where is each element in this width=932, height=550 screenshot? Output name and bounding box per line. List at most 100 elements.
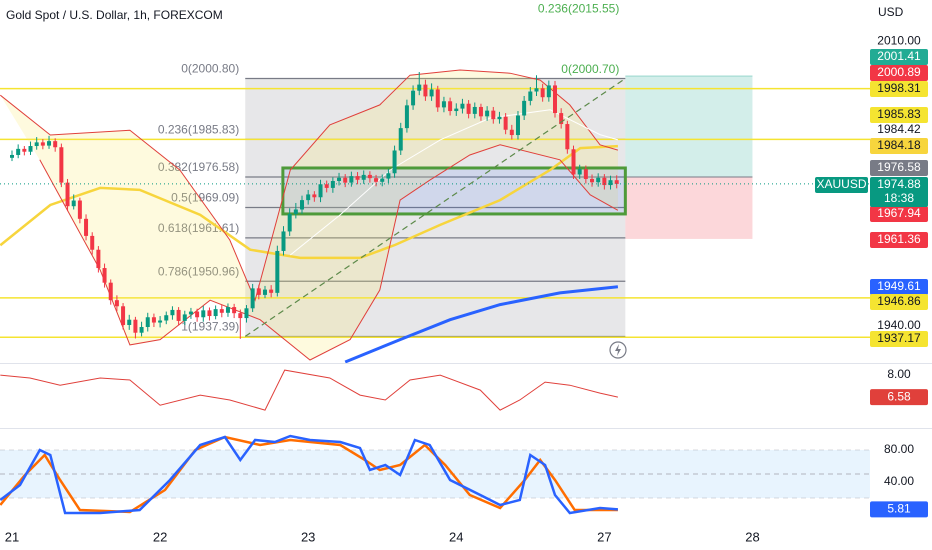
candle-body [571,149,576,175]
candle-body [596,177,601,183]
fib-label: 0.5(1969.09) [171,191,239,205]
candle-body [84,218,89,236]
candle-body [374,178,379,182]
candle-body [324,184,329,188]
price-badge-label: 1967.94 [877,206,921,220]
stoch-line [0,434,618,515]
candle-body [201,310,206,318]
candle-body [355,176,360,180]
position-profit [625,76,753,178]
plot-layer: 0(2000.80) 0.236(1985.83) 0.382(1976.58) 0.… [0,2,870,515]
price-badge [870,279,928,295]
indicator-line [39,144,619,361]
candle-body [349,176,354,183]
candle-body [127,319,132,325]
candle-body [232,307,237,314]
y-tick-label: 2010.00 [877,33,921,47]
price-badge-label: 1984.42 [877,122,921,136]
price-badge-label: 1998.31 [877,81,921,95]
price-badge-label: 1961.36 [877,232,921,246]
candle-body [225,307,230,313]
candle-body [423,84,428,97]
candle-body [386,173,391,179]
candle-body [522,100,527,116]
chart-title: Gold Spot / U.S. Dollar, 1h, FOREXCOM [6,8,223,22]
fib-label: 0(2000.80) [181,62,239,76]
candle-body [207,310,212,317]
price-badge-label: 1949.61 [877,279,921,293]
fib-trend-line [244,78,626,337]
candle-body [466,103,471,114]
price-badge-label: 1985.83 [877,107,921,121]
price-badge [870,389,928,406]
x-tick-label: 27 [597,529,611,544]
candle-body [503,116,508,130]
candle-body [40,142,45,146]
countdown-label: 18:38 [884,191,914,205]
candle-body [59,147,64,183]
candle-body [441,101,446,108]
stoch-line [0,435,618,514]
currency: USD [878,5,904,19]
price-badge [870,107,928,123]
candle-body [411,90,416,106]
price-badge-label: 2001.41 [877,49,921,63]
candle-body [367,174,372,179]
candle-body [583,169,588,179]
last-price-label: 1974.88 [877,177,921,191]
price-badge [870,138,928,154]
replay-icon[interactable] [609,341,627,359]
candle-body [306,194,311,201]
candle-body [577,169,582,175]
candle-body [534,88,539,92]
candle-body [472,106,477,114]
candle-body [65,182,70,207]
candle-body [170,309,175,316]
x-tick-label: 24 [449,529,463,544]
price-badge [870,331,928,347]
candle-body [398,128,403,151]
position-loss [625,177,753,239]
candle-body [343,177,348,183]
candle-body [133,319,138,333]
candle-body [275,250,280,293]
candle-body [546,85,551,98]
x-tick-label: 22 [153,529,167,544]
x-tick-label: 21 [5,529,19,544]
fib-label: 0.236(1985.83) [158,123,239,137]
candle-body [244,308,249,319]
candle-body [509,129,514,136]
last-price-badge [870,177,928,207]
candle-body [614,180,619,184]
candle-body [71,200,76,207]
fib-label: 0.382(1976.58) [158,160,239,174]
y-tick-label: 1940.00 [877,318,921,332]
candle-body [565,124,570,150]
candle-body [53,141,58,148]
candle-body [435,89,440,108]
candle-body [219,309,224,313]
candle-body [139,327,144,333]
candle-body [176,309,181,321]
price-badge [870,65,928,81]
price-badge-label: 5.81 [887,502,911,516]
y-tick-label: 8.00 [887,367,911,381]
candle-body [337,177,342,181]
candle-body [318,184,323,198]
candle-body [392,150,397,174]
candle-body [10,154,15,158]
price-badge-label: 1937.17 [877,331,921,345]
candle-body [47,141,52,146]
range-box [281,166,627,216]
candle-body [213,309,218,317]
candle-body [256,288,261,295]
price-badge [870,81,928,97]
candle-body [121,306,126,325]
candle-body [454,108,459,112]
candle-body [158,320,163,323]
candle-body [300,200,305,210]
candle-body [182,314,187,321]
